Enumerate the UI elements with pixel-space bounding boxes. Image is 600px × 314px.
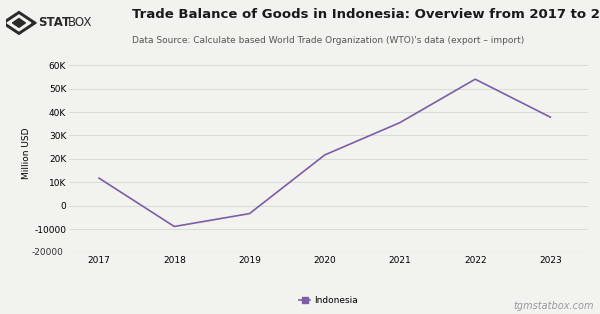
- Polygon shape: [7, 15, 31, 31]
- Polygon shape: [2, 12, 36, 34]
- Text: Trade Balance of Goods in Indonesia: Overview from 2017 to 2023: Trade Balance of Goods in Indonesia: Ove…: [132, 8, 600, 21]
- Legend: Indonesia: Indonesia: [296, 292, 361, 308]
- Text: tgmstatbox.com: tgmstatbox.com: [514, 301, 594, 311]
- Y-axis label: Million USD: Million USD: [22, 127, 31, 179]
- Text: BOX: BOX: [68, 16, 92, 30]
- Text: Data Source: Calculate based World Trade Organization (WTO)'s data (export – imp: Data Source: Calculate based World Trade…: [132, 36, 524, 45]
- Text: -20000: -20000: [32, 248, 64, 257]
- Polygon shape: [13, 19, 25, 27]
- Text: STAT: STAT: [38, 16, 71, 30]
